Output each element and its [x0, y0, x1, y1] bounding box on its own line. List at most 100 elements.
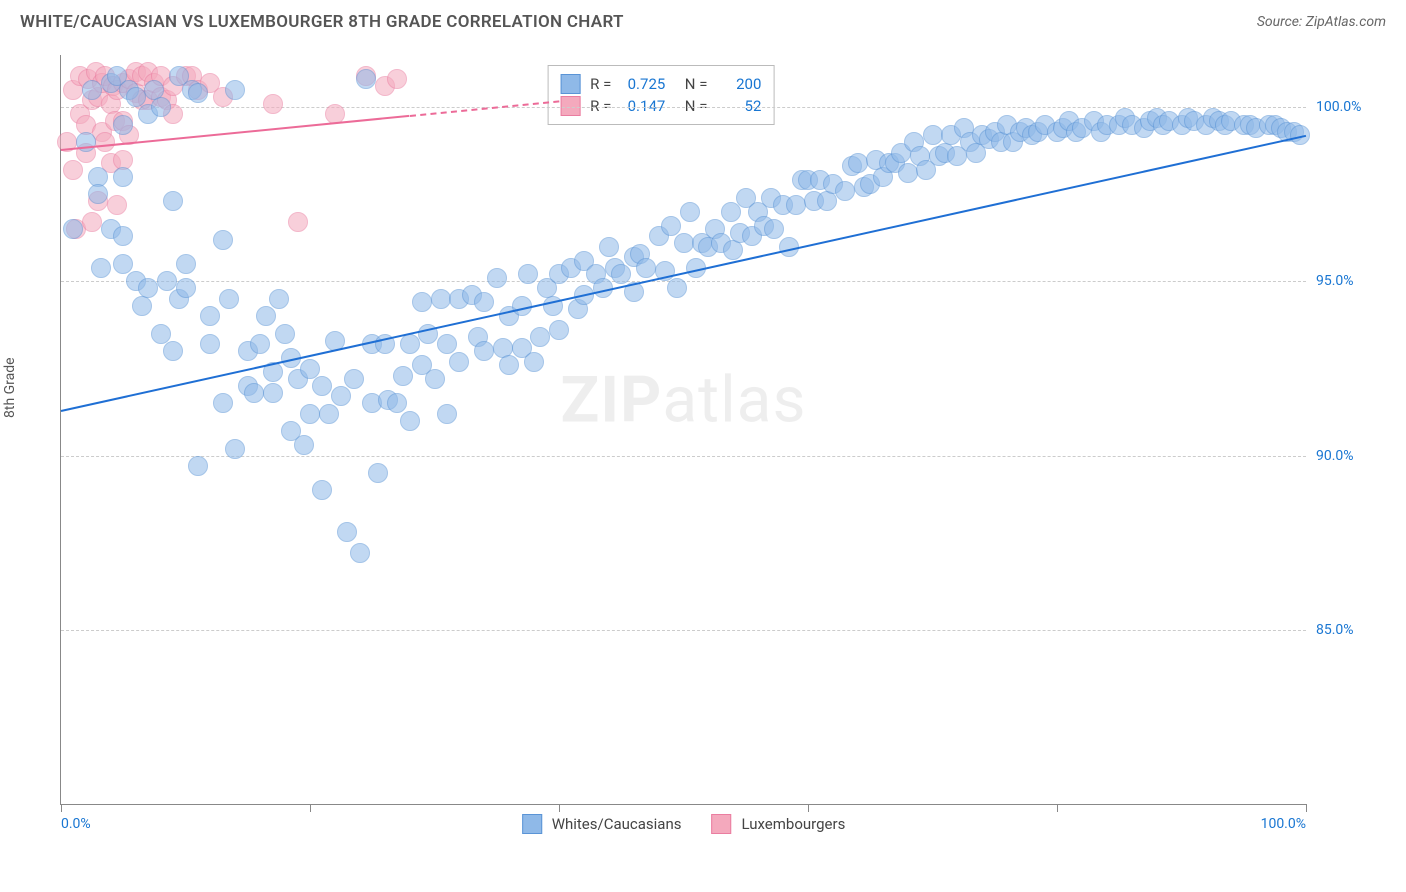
scatter-point-whites: [400, 334, 420, 354]
scatter-point-whites: [300, 404, 320, 424]
legend-swatch: [560, 96, 580, 116]
legend-item: Luxembourgers: [711, 814, 845, 834]
scatter-point-whites: [294, 435, 314, 455]
scatter-point-whites: [667, 278, 687, 298]
scatter-point-whites: [163, 341, 183, 361]
scatter-point-whites: [923, 125, 943, 145]
trendline-whites: [61, 135, 1306, 412]
scatter-point-whites: [188, 83, 208, 103]
scatter-point-whites: [487, 268, 507, 288]
scatter-point-whites: [113, 115, 133, 135]
legend-swatch: [560, 74, 580, 94]
gridline: [61, 107, 1306, 108]
x-tick-label: 0.0%: [61, 816, 91, 832]
scatter-point-lux: [95, 132, 115, 152]
scatter-point-whites: [499, 355, 519, 375]
scatter-point-whites: [412, 292, 432, 312]
scatter-point-whites: [213, 230, 233, 250]
scatter-point-whites: [225, 80, 245, 100]
scatter-point-lux: [387, 69, 407, 89]
scatter-point-whites: [835, 181, 855, 201]
scatter-point-whites: [225, 439, 245, 459]
scatter-point-whites: [126, 87, 146, 107]
x-tick-label: 100.0%: [1261, 816, 1306, 832]
bottom-legend: Whites/Caucasians Luxembourgers: [522, 814, 846, 834]
scatter-point-whites: [200, 306, 220, 326]
stats-row-lux: R = 0.147 N = 52: [560, 96, 761, 116]
scatter-point-whites: [437, 404, 457, 424]
scatter-point-whites: [549, 320, 569, 340]
stats-row-whites: R = 0.725 N = 200: [560, 74, 761, 94]
scatter-point-whites: [312, 376, 332, 396]
legend-item: Whites/Caucasians: [522, 814, 682, 834]
scatter-point-whites: [400, 411, 420, 431]
scatter-point-whites: [113, 167, 133, 187]
scatter-point-whites: [674, 233, 694, 253]
y-tick-label: 100.0%: [1316, 99, 1376, 115]
scatter-point-lux: [63, 160, 83, 180]
scatter-point-whites: [63, 219, 83, 239]
scatter-point-whites: [82, 80, 102, 100]
scatter-point-whites: [151, 97, 171, 117]
scatter-point-whites: [312, 480, 332, 500]
trendline-lux-dashed: [409, 100, 559, 117]
scatter-point-whites: [176, 278, 196, 298]
scatter-point-whites: [518, 264, 538, 284]
scatter-point-whites: [132, 296, 152, 316]
y-tick-label: 85.0%: [1316, 622, 1376, 638]
stats-legend-box: R = 0.725 N = 200R = 0.147 N = 52: [547, 65, 774, 125]
scatter-point-whites: [337, 522, 357, 542]
scatter-point-lux: [263, 94, 283, 114]
scatter-point-whites: [300, 359, 320, 379]
scatter-point-whites: [898, 163, 918, 183]
watermark: ZIPatlas: [561, 362, 807, 437]
scatter-point-whites: [817, 191, 837, 211]
x-tick: [808, 804, 809, 812]
plot-area: ZIPatlas R = 0.725 N = 200R = 0.147 N = …: [60, 55, 1306, 805]
x-tick: [61, 804, 62, 812]
legend-label: Luxembourgers: [741, 815, 845, 833]
scatter-point-whites: [319, 404, 339, 424]
gridline: [61, 456, 1306, 457]
scatter-point-whites: [387, 393, 407, 413]
y-tick-label: 90.0%: [1316, 448, 1376, 464]
scatter-point-whites: [263, 383, 283, 403]
scatter-point-lux: [107, 195, 127, 215]
scatter-point-whites: [524, 352, 544, 372]
scatter-point-whites: [680, 202, 700, 222]
scatter-point-whites: [723, 240, 743, 260]
scatter-point-lux: [288, 212, 308, 232]
scatter-point-whites: [91, 258, 111, 278]
scatter-point-whites: [219, 289, 239, 309]
chart-title: WHITE/CAUCASIAN VS LUXEMBOURGER 8TH GRAD…: [20, 12, 624, 32]
scatter-point-whites: [425, 369, 445, 389]
scatter-point-whites: [530, 327, 550, 347]
scatter-point-whites: [350, 543, 370, 563]
legend-label: Whites/Caucasians: [552, 815, 682, 833]
scatter-point-whites: [138, 278, 158, 298]
scatter-point-whites: [437, 334, 457, 354]
scatter-point-whites: [163, 191, 183, 211]
scatter-point-whites: [250, 334, 270, 354]
gridline: [61, 630, 1306, 631]
scatter-point-whites: [368, 463, 388, 483]
scatter-point-whites: [393, 366, 413, 386]
scatter-point-whites: [344, 369, 364, 389]
scatter-point-whites: [474, 292, 494, 312]
scatter-point-whites: [764, 219, 784, 239]
scatter-point-whites: [474, 341, 494, 361]
scatter-point-whites: [331, 386, 351, 406]
scatter-point-whites: [176, 254, 196, 274]
x-tick: [1057, 804, 1058, 812]
scatter-point-whites: [244, 383, 264, 403]
scatter-point-whites: [275, 324, 295, 344]
scatter-point-whites: [599, 237, 619, 257]
scatter-point-whites: [611, 264, 631, 284]
scatter-point-whites: [636, 258, 656, 278]
y-tick-label: 95.0%: [1316, 273, 1376, 289]
scatter-point-whites: [157, 271, 177, 291]
scatter-point-whites: [848, 153, 868, 173]
scatter-point-whites: [88, 184, 108, 204]
scatter-point-whites: [269, 289, 289, 309]
x-tick: [310, 804, 311, 812]
